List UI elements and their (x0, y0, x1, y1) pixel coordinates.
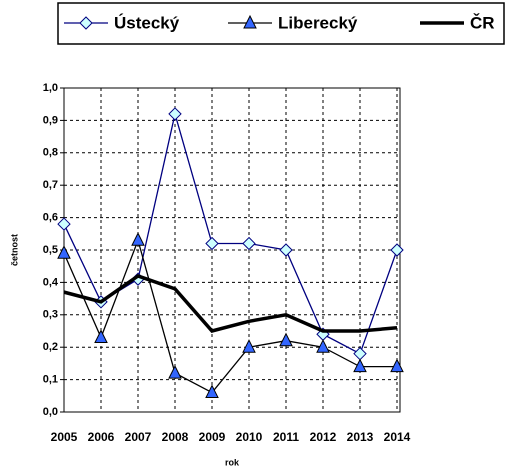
y-tick-label: 0,7 (43, 179, 58, 191)
diamond-marker (205, 236, 219, 251)
x-tick-label: 2008 (162, 430, 189, 444)
x-tick-label: 2010 (236, 430, 263, 444)
y-tick-label: 0,3 (43, 309, 58, 321)
y-tick-label: 0,9 (43, 114, 58, 126)
y-tick-label: 0,5 (43, 244, 58, 256)
triangle-marker (131, 232, 145, 246)
triangle-marker (279, 332, 293, 347)
diamond-marker (279, 243, 293, 257)
diamond-marker (168, 107, 182, 121)
triangle-marker (168, 365, 182, 379)
triangle-marker (390, 358, 404, 373)
triangle-marker (94, 329, 108, 343)
series-line (63, 113, 398, 355)
x-tick-label: 2007 (125, 430, 152, 444)
y-axis-label: četnost (9, 234, 19, 266)
y-tick-label: 0,4 (43, 276, 59, 288)
legend-label: Ústecký (114, 13, 180, 32)
x-tick-label: 2006 (88, 430, 115, 444)
triangle-marker (205, 384, 219, 399)
triangle-marker (316, 339, 330, 353)
y-tick-label: 1,0 (43, 82, 58, 94)
x-tick-label: 2005 (51, 430, 78, 444)
diamond-marker (242, 236, 256, 251)
series-line (63, 238, 397, 394)
x-tick-label: 2014 (384, 430, 411, 444)
y-tick-label: 0,2 (43, 341, 58, 353)
x-tick-label: 2013 (347, 430, 374, 444)
legend-label: Liberecký (278, 13, 358, 32)
y-tick-label: 0,8 (43, 147, 58, 159)
diamond-marker (353, 346, 367, 361)
series-line (63, 273, 398, 333)
x-axis-label: rok (225, 457, 240, 467)
legend-label: ČR (470, 13, 495, 32)
triangle-marker (353, 358, 367, 373)
y-tick-label: 0,0 (43, 406, 58, 418)
diamond-marker (79, 16, 93, 30)
x-tick-label: 2009 (199, 430, 226, 444)
triangle-marker (57, 245, 71, 259)
triangle-marker (243, 14, 257, 29)
y-tick-label: 0,6 (43, 212, 58, 224)
x-tick-label: 2012 (310, 430, 337, 444)
diamond-marker (57, 217, 71, 231)
x-tick-label: 2011 (273, 430, 299, 444)
triangle-marker (242, 339, 256, 353)
diamond-marker (390, 243, 404, 257)
y-tick-label: 0,1 (43, 374, 58, 386)
